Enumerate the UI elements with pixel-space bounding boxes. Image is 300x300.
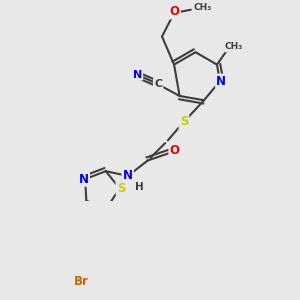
Text: N: N — [216, 75, 226, 88]
Text: S: S — [117, 182, 125, 195]
Text: C: C — [154, 79, 162, 89]
Text: N: N — [79, 172, 89, 186]
Text: O: O — [169, 144, 179, 157]
Text: N: N — [123, 169, 133, 182]
Text: O: O — [170, 5, 180, 18]
Text: CH₃: CH₃ — [225, 42, 243, 51]
Text: Br: Br — [74, 275, 88, 288]
Text: H: H — [135, 182, 144, 192]
Text: S: S — [180, 115, 188, 128]
Text: N: N — [133, 70, 142, 80]
Text: CH₃: CH₃ — [194, 3, 212, 12]
